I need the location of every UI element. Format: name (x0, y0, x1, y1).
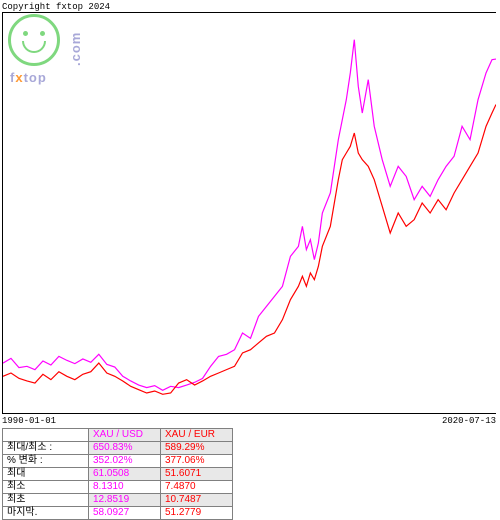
row-label: 마지막. (3, 507, 89, 520)
row-val-1: 8.1310 (89, 481, 161, 494)
x-axis-end-date: 2020-07-13 (442, 416, 496, 426)
row-val-1: 650.83% (89, 442, 161, 455)
stats-table: XAU / USDXAU / EUR 최대/최소 :650.83%589.29%%… (2, 428, 233, 520)
row-label: 최대/최소 : (3, 442, 89, 455)
row-label: 최대 (3, 468, 89, 481)
series-line (3, 104, 496, 394)
series-line (3, 40, 496, 391)
x-axis-start-date: 1990-01-01 (2, 416, 56, 426)
row-val-2: 7.4870 (161, 481, 233, 494)
row-val-2: 377.06% (161, 455, 233, 468)
row-val-1: 12.8519 (89, 494, 161, 507)
row-val-2: 589.29% (161, 442, 233, 455)
row-label: % 변화 : (3, 455, 89, 468)
copyright-text: Copyright fxtop 2024 (2, 2, 110, 12)
row-val-2: 51.2779 (161, 507, 233, 520)
row-val-1: 58.0927 (89, 507, 161, 520)
row-val-1: 61.0508 (89, 468, 161, 481)
row-val-2: 10.7487 (161, 494, 233, 507)
chart-svg (3, 13, 496, 413)
row-label: 최초 (3, 494, 89, 507)
col-header-1: XAU / USD (89, 429, 161, 442)
table-corner (3, 429, 89, 442)
row-label: 최소 (3, 481, 89, 494)
row-val-2: 51.6071 (161, 468, 233, 481)
price-chart (2, 12, 496, 414)
col-header-2: XAU / EUR (161, 429, 233, 442)
row-val-1: 352.02% (89, 455, 161, 468)
